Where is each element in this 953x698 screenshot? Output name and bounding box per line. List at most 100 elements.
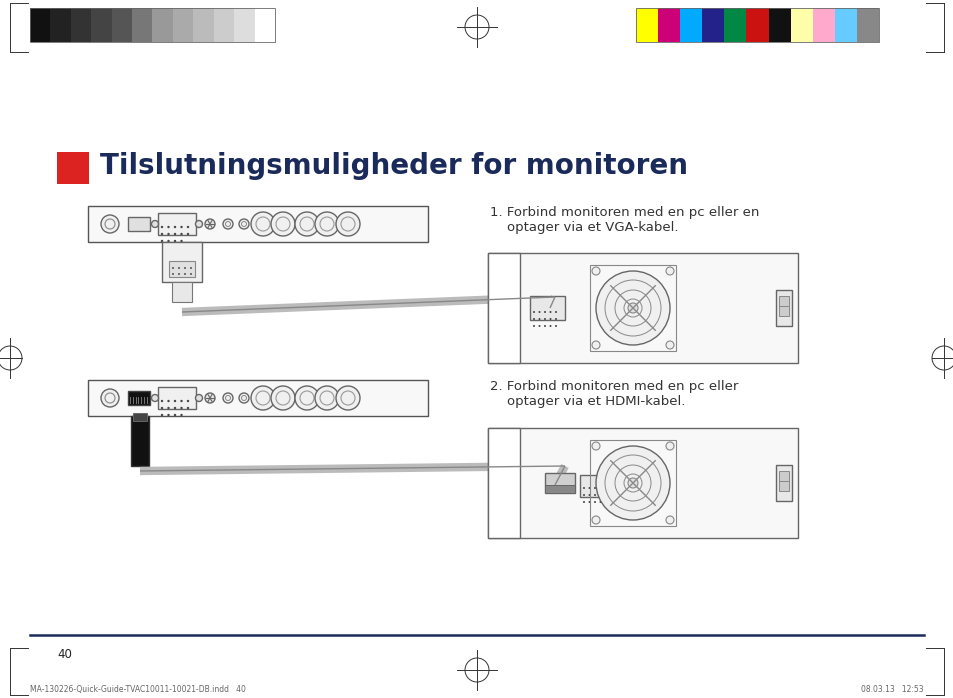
Circle shape — [167, 225, 170, 228]
Circle shape — [178, 273, 180, 275]
Circle shape — [543, 311, 545, 313]
Circle shape — [665, 341, 673, 349]
Circle shape — [582, 487, 584, 489]
Circle shape — [594, 494, 596, 496]
Bar — [88, 380, 428, 416]
Bar — [589, 265, 676, 351]
Bar — [488, 253, 519, 363]
Circle shape — [598, 487, 601, 489]
Circle shape — [549, 325, 551, 327]
Circle shape — [537, 318, 540, 320]
Bar — [768, 8, 790, 42]
Circle shape — [184, 273, 186, 275]
Bar — [779, 296, 788, 306]
Circle shape — [335, 212, 359, 236]
Bar — [30, 8, 274, 42]
Circle shape — [549, 311, 551, 313]
Text: 08.03.13   12:53: 08.03.13 12:53 — [861, 685, 923, 694]
Circle shape — [187, 225, 189, 228]
Circle shape — [187, 233, 189, 235]
Circle shape — [190, 273, 192, 275]
Circle shape — [152, 221, 158, 228]
Circle shape — [594, 487, 596, 489]
Circle shape — [173, 225, 176, 228]
Circle shape — [592, 267, 599, 275]
Bar — [723, 8, 745, 42]
Circle shape — [271, 386, 294, 410]
Circle shape — [223, 393, 233, 403]
Bar — [112, 8, 132, 42]
Circle shape — [161, 225, 163, 228]
Circle shape — [161, 407, 163, 409]
Circle shape — [161, 240, 163, 242]
Circle shape — [251, 386, 274, 410]
Bar — [169, 261, 194, 277]
Bar — [636, 8, 658, 42]
Circle shape — [537, 311, 540, 313]
Bar — [91, 8, 112, 42]
Circle shape — [173, 233, 176, 235]
Circle shape — [532, 299, 543, 311]
Circle shape — [152, 394, 158, 401]
Circle shape — [167, 240, 170, 242]
Circle shape — [195, 394, 202, 401]
Circle shape — [665, 516, 673, 524]
Circle shape — [187, 400, 189, 402]
Circle shape — [543, 325, 545, 327]
Circle shape — [532, 305, 543, 317]
Circle shape — [533, 325, 535, 327]
Bar — [701, 8, 723, 42]
Bar — [172, 8, 193, 42]
Bar — [636, 8, 878, 42]
Bar — [162, 242, 202, 282]
Circle shape — [180, 414, 183, 416]
Bar — [172, 282, 192, 302]
Circle shape — [627, 303, 638, 313]
Circle shape — [172, 267, 173, 269]
Bar — [254, 8, 274, 42]
Circle shape — [665, 442, 673, 450]
Bar — [544, 473, 575, 493]
Circle shape — [161, 414, 163, 416]
Text: 1. Forbind monitoren med en pc eller en
    optager via et VGA-kabel.: 1. Forbind monitoren med en pc eller en … — [490, 206, 759, 234]
Circle shape — [173, 414, 176, 416]
Circle shape — [190, 267, 192, 269]
Circle shape — [205, 393, 214, 403]
Circle shape — [555, 311, 557, 313]
Circle shape — [187, 407, 189, 409]
Bar — [679, 8, 701, 42]
Bar — [30, 8, 51, 42]
Circle shape — [173, 400, 176, 402]
Circle shape — [271, 212, 294, 236]
Bar — [158, 213, 195, 235]
Text: Tilslutningsmuligheder for monitoren: Tilslutningsmuligheder for monitoren — [100, 152, 687, 180]
Bar — [779, 306, 788, 316]
Bar — [589, 440, 676, 526]
Circle shape — [180, 240, 183, 242]
Circle shape — [184, 267, 186, 269]
Circle shape — [172, 273, 173, 275]
Text: 2. Forbind monitoren med en pc eller
    optager via et HDMI-kabel.: 2. Forbind monitoren med en pc eller opt… — [490, 380, 738, 408]
Circle shape — [665, 267, 673, 275]
Circle shape — [588, 487, 590, 489]
Bar — [158, 387, 195, 409]
Bar — [131, 416, 149, 466]
Circle shape — [549, 318, 551, 320]
Circle shape — [239, 393, 249, 403]
Circle shape — [588, 501, 590, 503]
Circle shape — [101, 389, 119, 407]
Circle shape — [239, 219, 249, 229]
Bar — [488, 428, 797, 538]
Bar — [213, 8, 233, 42]
Bar — [233, 8, 254, 42]
Circle shape — [598, 494, 601, 496]
Bar — [745, 8, 768, 42]
Bar — [834, 8, 856, 42]
Bar — [132, 8, 152, 42]
Bar — [132, 413, 147, 421]
Bar — [579, 475, 609, 497]
Circle shape — [180, 400, 183, 402]
Circle shape — [533, 318, 535, 320]
Circle shape — [537, 325, 540, 327]
Text: 40: 40 — [57, 648, 71, 661]
